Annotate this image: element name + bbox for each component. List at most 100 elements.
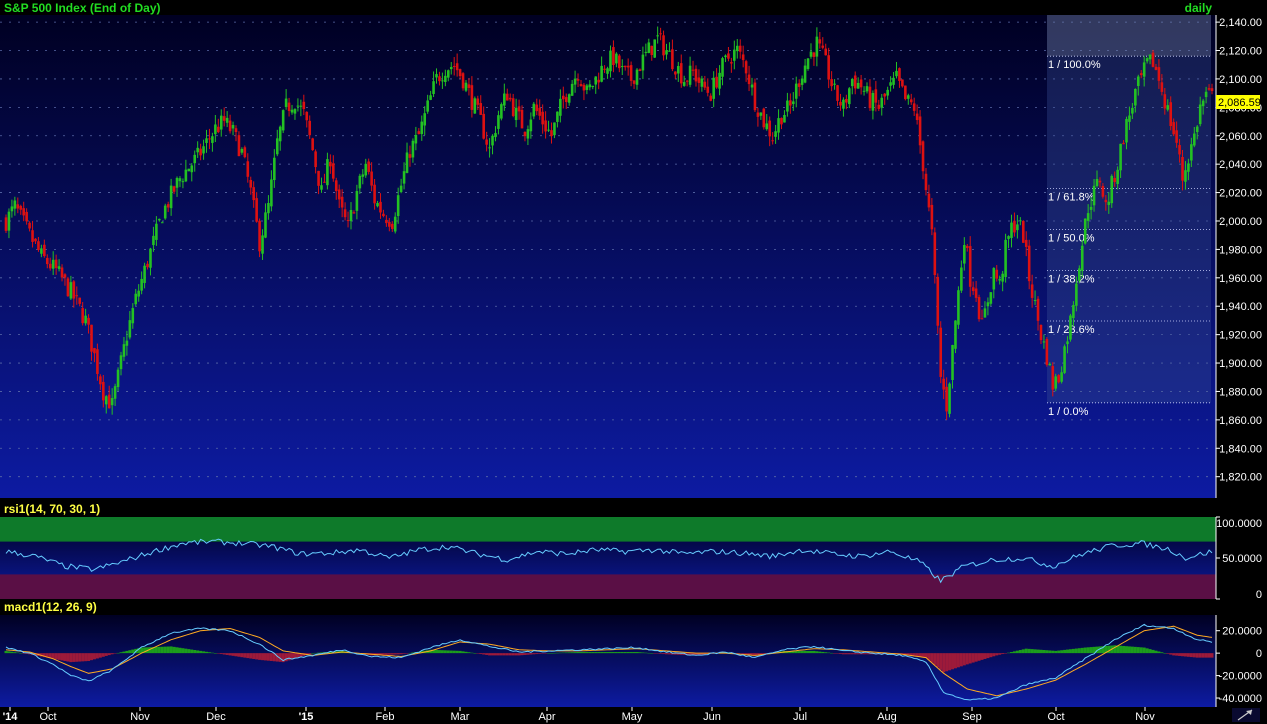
macd-histogram-bar — [1172, 653, 1176, 656]
macd-histogram-bar — [1192, 653, 1196, 658]
candle-body — [458, 69, 462, 77]
expand-icon[interactable] — [1232, 708, 1260, 722]
candle-body — [16, 204, 20, 209]
price-y-tick-label: 2,060.00 — [1219, 131, 1262, 143]
candle-body — [706, 86, 710, 93]
macd-histogram-bar — [1145, 648, 1149, 654]
macd-histogram-bar — [4, 650, 8, 654]
macd-histogram-bar — [69, 653, 73, 663]
candle-body — [66, 278, 70, 297]
macd-histogram-bar — [1119, 645, 1123, 654]
macd-histogram-bar — [328, 651, 332, 654]
candle-body — [75, 295, 79, 297]
candle-body — [986, 302, 990, 307]
macd-histogram-bar — [1012, 651, 1016, 654]
candle-body — [904, 85, 907, 100]
macd-histogram-bar — [538, 653, 542, 654]
candle-body — [1063, 346, 1066, 373]
candle-body — [48, 263, 52, 269]
x-tick-label: Sep — [962, 711, 982, 723]
candle-body — [1172, 122, 1175, 135]
macd-histogram-bar — [378, 653, 382, 656]
candle-body — [396, 195, 400, 217]
y-axis-area — [1216, 0, 1267, 724]
candle-body — [553, 122, 556, 136]
candle-body — [1187, 163, 1190, 172]
candle-body — [945, 386, 948, 412]
macd-histogram-bar — [1004, 653, 1008, 654]
macd-histogram-bar — [110, 653, 114, 655]
macd-histogram-bar — [440, 650, 444, 654]
macd-histogram-bar — [1092, 646, 1096, 654]
macd-histogram-bar — [452, 650, 456, 654]
macd-histogram-bar — [688, 653, 692, 656]
candle-body — [848, 88, 851, 105]
candle-body — [1142, 62, 1146, 77]
candle-body — [1019, 220, 1022, 222]
candle-body — [1027, 245, 1031, 282]
macd-histogram-bar — [836, 653, 840, 654]
candle-body — [1030, 284, 1034, 298]
candle-body — [40, 248, 43, 254]
macd-histogram-bar — [140, 647, 144, 654]
macd-histogram-bar — [617, 652, 621, 654]
macd-histogram-bar — [597, 652, 601, 654]
macd-histogram-bar — [1133, 646, 1137, 654]
candle-body — [694, 68, 698, 82]
candle-body — [789, 100, 792, 106]
macd-histogram-bar — [234, 653, 238, 657]
candle-body — [1136, 76, 1140, 87]
candle-body — [358, 175, 362, 189]
macd-histogram-bar — [228, 653, 232, 656]
candle-body — [1139, 73, 1143, 76]
candle-body — [514, 107, 518, 121]
candle-body — [122, 344, 126, 357]
macd-histogram-bar — [240, 653, 244, 658]
macd-histogram-bar — [207, 652, 211, 654]
macd-histogram-bar — [511, 653, 515, 656]
macd-histogram-bar — [759, 653, 763, 655]
period-label[interactable]: daily — [1185, 1, 1213, 15]
price-y-tick-label: 1,920.00 — [1219, 330, 1262, 342]
chart-title: S&P 500 Index (End of Day) — [4, 1, 161, 15]
x-tick-label: Aug — [877, 711, 897, 723]
macd-histogram-bar — [476, 653, 480, 654]
candle-body — [270, 179, 273, 207]
candle-body — [390, 223, 394, 229]
candle-body — [78, 297, 82, 304]
candle-body — [1201, 100, 1205, 107]
macd-histogram-bar — [1009, 652, 1013, 654]
candle-body — [217, 126, 220, 133]
macd-histogram-bar — [535, 653, 539, 655]
candle-body — [833, 83, 836, 85]
macd-histogram-bar — [809, 650, 813, 654]
candle-body — [665, 50, 668, 55]
macd-histogram-bar — [906, 653, 910, 656]
candle-body — [741, 54, 745, 61]
candle-body — [564, 97, 568, 102]
candle-body — [60, 267, 64, 278]
macd-histogram-bar — [1060, 650, 1064, 654]
candle-body — [797, 83, 801, 87]
macd-histogram-bar — [697, 653, 701, 656]
macd-y-tick-label: 0 — [1256, 648, 1262, 660]
candle-body — [842, 99, 845, 109]
candle-body — [1125, 118, 1128, 143]
candle-body — [385, 219, 388, 224]
candle-body — [314, 151, 317, 168]
macd-histogram-bar — [19, 653, 23, 654]
candle-body — [467, 84, 471, 88]
candle-body — [494, 133, 497, 138]
candle-body — [57, 266, 61, 269]
macd-histogram-bar — [629, 652, 633, 654]
macd-y-tick-label: -40.0000 — [1219, 693, 1262, 705]
macd-histogram-bar — [747, 653, 751, 655]
candle-body — [859, 79, 863, 88]
x-tick-label: May — [622, 711, 643, 723]
candle-body — [868, 86, 872, 109]
macd-histogram-bar — [626, 652, 630, 654]
macd-histogram-bar — [956, 653, 960, 668]
macd-histogram-bar — [815, 651, 819, 654]
candle-body — [84, 315, 87, 324]
macd-histogram-bar — [499, 653, 503, 656]
